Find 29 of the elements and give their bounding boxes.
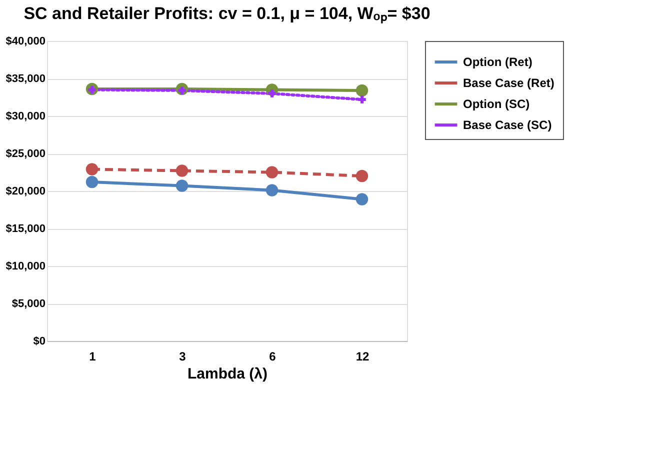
point (176, 164, 188, 177)
point (356, 193, 368, 206)
point (176, 180, 188, 192)
x-tick-label: 1 (89, 350, 96, 364)
legend-label: Base Case (Ret) (463, 76, 554, 90)
chart-title: SC and Retailer Profits: cv = 0.1, μ = 104, Wₒₚ= $30 (24, 4, 430, 24)
point (356, 84, 368, 97)
legend-label: Option (SC) (463, 97, 530, 111)
y-tick-label: $5,000 (12, 298, 46, 310)
legend-label: Option (Ret) (463, 55, 532, 69)
y-tick-label: $30,000 (6, 110, 46, 122)
y-tick-label: $0 (33, 336, 46, 348)
x-tick-label: 12 (356, 350, 370, 364)
legend-label: Base Case (SC) (463, 118, 552, 132)
y-tick-label: $25,000 (6, 148, 46, 160)
x-tick-label: 6 (269, 350, 276, 364)
y-tick-label: $15,000 (6, 223, 46, 235)
point (356, 170, 368, 182)
y-tick-label: $40,000 (6, 36, 46, 48)
y-tick-label: $10,000 (6, 260, 46, 272)
point (358, 96, 366, 104)
point (86, 176, 98, 188)
y-tick-label: $20,000 (6, 186, 46, 198)
point (266, 166, 278, 178)
y-tick-label: $35,000 (6, 73, 46, 85)
x-tick-label: 3 (179, 350, 186, 364)
x-axis-title: Lambda (λ) (187, 366, 268, 382)
point (266, 184, 278, 196)
point (86, 163, 98, 176)
